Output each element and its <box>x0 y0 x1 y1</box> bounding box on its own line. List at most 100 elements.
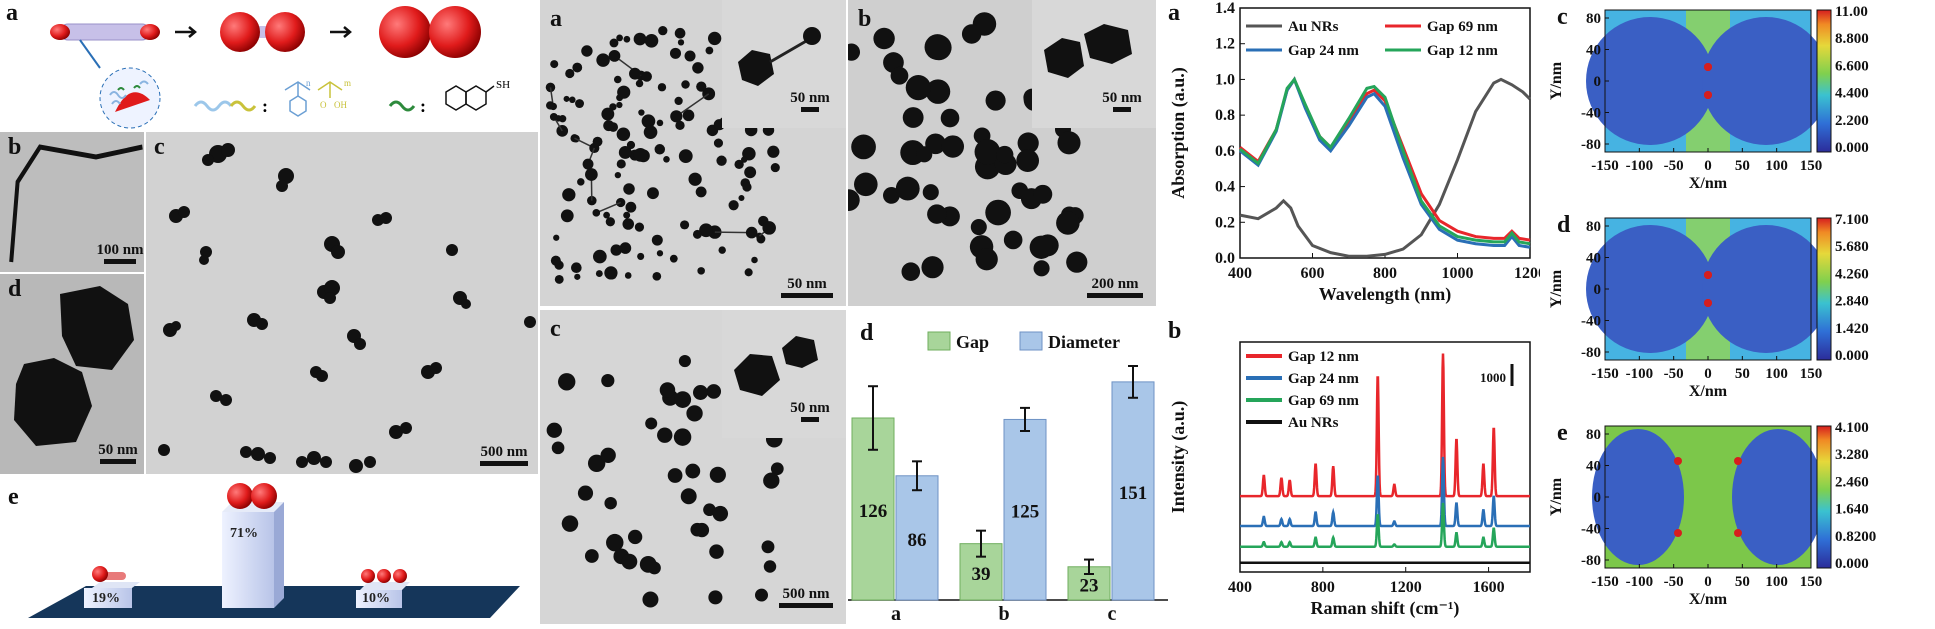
y-tick-label: 0.4 <box>1215 179 1235 196</box>
legend-label-1: Gap 24 nm <box>1288 371 1359 387</box>
tem-image-c-left: c 500 nm <box>146 132 538 474</box>
y-axis-label: Y/nm <box>1548 61 1565 100</box>
x-tick-label: 50 <box>1735 158 1750 174</box>
y-axis-label: Y/nm <box>1548 477 1565 516</box>
colorbar-tick-label: 2.840 <box>1835 294 1869 310</box>
panel-label-b-mid: b <box>858 6 871 33</box>
x-tick-label: 400 <box>1228 265 1252 282</box>
legend-label-2: Gap 24 nm <box>1288 43 1359 59</box>
legend-label-2: Gap 69 nm <box>1288 393 1359 409</box>
y-tick-label: 1.2 <box>1215 36 1235 53</box>
x-tick-label: 50 <box>1735 366 1750 382</box>
colorbar-tick-label: 0.8200 <box>1835 529 1876 545</box>
colorbar-tick-label: 0.000 <box>1835 348 1869 364</box>
arrow-2 <box>330 27 350 37</box>
panel-label-a-absorption: a <box>1168 0 1180 27</box>
colorbar <box>1817 10 1831 152</box>
arrow-1 <box>175 27 195 37</box>
svg-text:m: m <box>344 78 351 88</box>
x-tick-label: -150 <box>1591 158 1619 174</box>
panel-label-e: e <box>8 484 19 511</box>
thiol-ligand-icon <box>390 102 414 110</box>
legend-label-1: Diameter <box>1048 332 1120 352</box>
panel-label-e-field: e <box>1557 420 1568 446</box>
bar-value-label: 126 <box>859 501 888 522</box>
hotspot <box>1704 63 1712 71</box>
synthesis-schematic: : n m O OH : SH <box>0 0 538 130</box>
nanorod-shape <box>60 24 150 40</box>
y-tick-label: -40 <box>1581 314 1601 330</box>
colorbar-tick-label: 5.680 <box>1835 239 1869 255</box>
colorbar-tick-label: 0.000 <box>1835 140 1869 156</box>
x-tick-label: 100 <box>1765 366 1788 382</box>
x-tick-label: -100 <box>1626 158 1654 174</box>
scale-bar-b-left: 100 nm <box>96 242 144 264</box>
y-tick-label: -40 <box>1581 106 1601 122</box>
bar-value-label: 86 <box>908 530 927 551</box>
x-tick-label: 0 <box>1704 366 1712 382</box>
svg-text:SH: SH <box>496 79 510 91</box>
legend-label-1: Gap 69 nm <box>1427 19 1498 35</box>
dumbbell-sphere-right <box>265 12 305 52</box>
legend-label-3: Gap 12 nm <box>1427 43 1498 59</box>
legend-swatch-0 <box>928 332 950 350</box>
x-axis-label: Raman shift (cm⁻¹) <box>1311 598 1460 619</box>
dumbbell-sphere-left <box>220 12 260 52</box>
colorbar-tick-label: 4.260 <box>1835 266 1869 282</box>
category-label-b: b <box>998 603 1009 624</box>
dimer-sphere-right <box>429 6 481 58</box>
y-tick-label: -80 <box>1581 345 1601 361</box>
inset-c-mid: 50 nm <box>722 310 846 438</box>
legend-swatch-1 <box>1020 332 1042 350</box>
panel-label-c-left: c <box>154 134 165 161</box>
x-tick-label: 100 <box>1765 158 1788 174</box>
hotspot <box>1704 91 1712 99</box>
colorbar-tick-label: 4.400 <box>1835 86 1869 102</box>
colorbar-tick-label: 11.00 <box>1835 4 1868 20</box>
x-tick-label: 150 <box>1800 158 1823 174</box>
x-tick-label: 800 <box>1311 579 1335 596</box>
panel-label-d-field: d <box>1557 212 1571 238</box>
tem-image-d-left: d 50 nm <box>0 274 144 474</box>
naphthalene-thiol-icon <box>446 86 494 110</box>
x-tick-label: 1600 <box>1473 579 1505 596</box>
panel-label-d-bar: d <box>860 320 873 347</box>
bar3d-panel: e 19% 71% 10% <box>0 478 538 624</box>
inset-a-mid: 50 nm <box>722 0 846 128</box>
panel-label-d-left: d <box>8 276 21 303</box>
tem-image-b-mid: 50 nm b 200 nm <box>848 0 1156 306</box>
dimer-sphere-left <box>379 6 431 58</box>
colorbar <box>1817 218 1831 360</box>
colorbar-tick-label: 4.100 <box>1835 420 1869 436</box>
category-label-a: a <box>891 603 901 624</box>
x-axis-label: X/nm <box>1689 175 1728 192</box>
svg-text:OH: OH <box>334 100 347 110</box>
panel-label-b-raman: b <box>1168 318 1181 345</box>
scale-bar-a-mid: 50 nm <box>772 276 842 298</box>
legend-label-0: Au NRs <box>1288 19 1339 35</box>
x-tick-label: 800 <box>1373 265 1397 282</box>
colorbar-tick-label: 8.800 <box>1835 31 1869 47</box>
y-tick-label: 0.8 <box>1215 107 1235 124</box>
colorbar-tick-label: 1.640 <box>1835 502 1869 518</box>
bar3d-value-2: 71% <box>230 526 258 542</box>
scale-bar-c-left: 500 nm <box>476 444 532 466</box>
x-axis-label: Wavelength (nm) <box>1319 284 1452 305</box>
hotspot <box>1734 457 1742 465</box>
bar3d-value-3: 10% <box>362 591 390 607</box>
tem-image-a-mid: 50 nm a 50 nm <box>540 0 846 306</box>
y-tick-label: -80 <box>1581 553 1601 569</box>
panel-label-c-mid: c <box>550 316 561 343</box>
bar-value-label: 23 <box>1080 575 1099 596</box>
svg-text::: : <box>262 96 268 116</box>
y-tick-label: 40 <box>1586 43 1601 59</box>
x-tick-label: 0 <box>1704 158 1712 174</box>
colorbar-tick-label: 2.460 <box>1835 474 1869 490</box>
x-tick-label: 600 <box>1301 265 1325 282</box>
hotspot <box>1734 529 1742 537</box>
colorbar-tick-label: 6.600 <box>1835 58 1869 74</box>
y-tick-label: 80 <box>1586 427 1601 443</box>
